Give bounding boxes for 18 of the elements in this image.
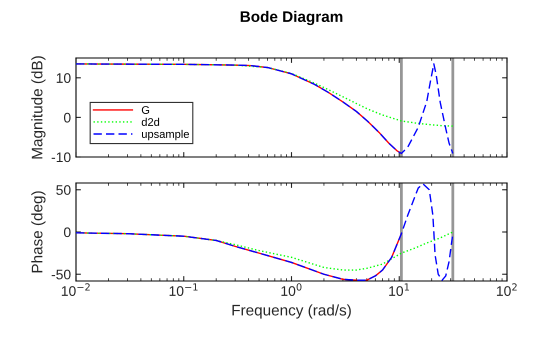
- x-tick-label: 10$^{−2}$: [62, 283, 90, 296]
- y-tick-label: 0: [64, 227, 71, 238]
- y-tick-label: 10: [56, 73, 71, 83]
- legend-label: G: [142, 106, 150, 114]
- y-axis-title: Magnitude (dB): [31, 56, 46, 158]
- x-tick-label: 10$^{−1}$: [170, 283, 198, 296]
- x-tick-label: 10$^{0}$: [281, 283, 302, 296]
- x-tick-label: 10$^{1}$: [389, 283, 410, 296]
- y-tick-label: 0: [64, 112, 71, 123]
- y-axis-title: Phase (deg): [31, 191, 46, 272]
- x-tick-label: 10$^{2}$: [496, 283, 517, 296]
- chart-title: Bode Diagram: [240, 10, 342, 26]
- x-axis-title: Frequency (rad/s): [232, 304, 351, 319]
- y-tick-label: 50: [56, 185, 71, 195]
- y-tick-label: -50: [52, 270, 71, 280]
- legend-label: upsample: [142, 130, 189, 140]
- legend-label: d2d: [142, 118, 160, 126]
- y-tick-label: -10: [52, 152, 71, 162]
